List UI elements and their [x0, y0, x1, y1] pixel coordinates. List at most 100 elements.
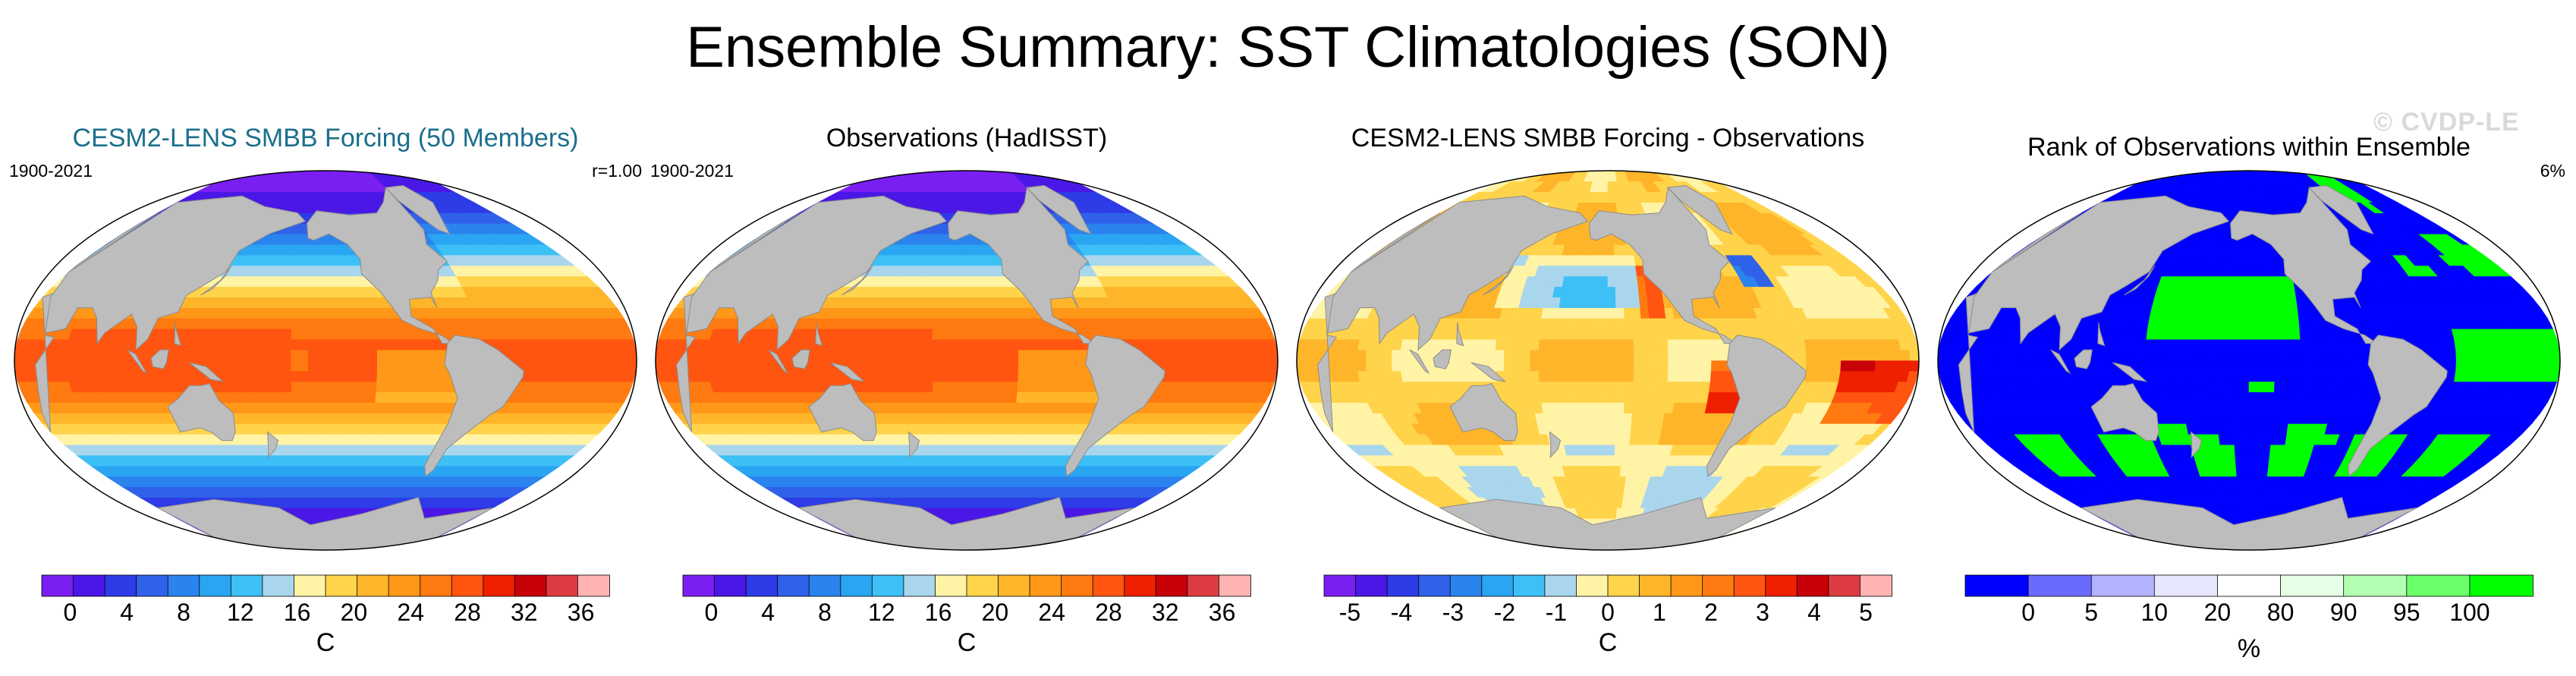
map-cell	[428, 360, 439, 372]
map-cell	[900, 307, 911, 319]
map-cell	[291, 391, 301, 403]
map-cell	[946, 465, 955, 477]
map-cell	[973, 433, 983, 445]
map-cell	[1259, 349, 1269, 361]
map-cell	[1068, 338, 1080, 351]
map-cell	[312, 244, 320, 256]
map-cell	[966, 329, 976, 340]
map-cell	[872, 329, 883, 340]
map-cell	[802, 338, 813, 351]
map-cell	[941, 318, 951, 329]
map-cell	[966, 265, 974, 277]
map-cell	[299, 360, 309, 372]
map-cell	[231, 329, 242, 340]
map-cell	[1181, 349, 1192, 361]
map-cell	[941, 307, 951, 319]
map-cell	[898, 391, 909, 403]
map-cell	[966, 202, 972, 213]
map-cell	[264, 349, 275, 361]
map-cell	[627, 349, 637, 361]
map-cell	[958, 423, 967, 435]
map-cell	[733, 349, 743, 361]
map-cell	[299, 381, 310, 393]
map-cell	[341, 318, 351, 329]
map-cell	[317, 433, 326, 445]
map-cell	[966, 349, 976, 361]
map-cell	[1043, 370, 1053, 382]
map-cell	[936, 433, 945, 445]
map-cell	[1035, 360, 1045, 372]
map-cell	[333, 381, 343, 393]
map-cell	[325, 286, 334, 297]
map-cell	[357, 413, 366, 424]
map-cell	[811, 370, 822, 382]
map-cell	[862, 349, 873, 361]
map-cell	[917, 413, 928, 424]
map-cell	[308, 329, 318, 340]
map-cell	[308, 391, 318, 403]
map-cell	[974, 307, 984, 319]
map-cell	[333, 329, 343, 340]
map-cell	[943, 275, 953, 288]
map-cell	[259, 307, 269, 319]
map-cell	[991, 318, 1001, 329]
map-cell	[958, 318, 967, 329]
map-cell	[966, 318, 976, 329]
map-cell	[992, 349, 1002, 361]
map-cell	[932, 360, 942, 372]
map-cell	[871, 370, 882, 382]
map-cell	[118, 360, 128, 372]
map-cell	[940, 349, 950, 361]
map-cell	[1033, 318, 1043, 329]
map-cell	[1068, 370, 1080, 382]
map-cell	[333, 370, 344, 382]
map-cell	[973, 265, 982, 277]
map-cell	[880, 338, 890, 351]
map-cell	[282, 370, 292, 382]
map-cell	[204, 349, 214, 361]
map-cell	[698, 360, 709, 372]
map-cell	[532, 360, 543, 372]
map-cell	[239, 370, 249, 382]
map-cell	[950, 286, 960, 297]
map-cell	[900, 402, 911, 413]
map-cell	[385, 370, 395, 382]
map-cell	[135, 370, 146, 382]
map-cell	[1018, 360, 1028, 372]
map-cell	[316, 329, 326, 340]
map-cell	[291, 349, 300, 361]
map-cell	[348, 413, 359, 424]
map-cell	[828, 338, 839, 351]
map-cell	[299, 338, 309, 351]
map-cell	[914, 338, 924, 351]
map-cell	[294, 275, 304, 288]
map-cell	[300, 402, 310, 413]
map-cell	[222, 338, 232, 351]
map-cell	[332, 286, 342, 297]
map-cell	[282, 329, 292, 340]
map-cell	[863, 329, 874, 340]
map-cell	[828, 349, 838, 361]
map-cell	[983, 381, 993, 393]
map-cell	[889, 329, 900, 340]
map-cell	[1008, 318, 1018, 329]
map-cell	[161, 370, 172, 382]
map-cell	[214, 381, 225, 393]
map-cell	[170, 370, 181, 382]
map-cell	[949, 318, 959, 329]
map-cell	[385, 360, 395, 372]
map-cell	[1225, 360, 1235, 372]
map-cell	[937, 444, 947, 456]
map-cell	[906, 338, 916, 351]
map-cell	[1052, 338, 1062, 351]
map-cell	[601, 360, 612, 372]
map-cell	[127, 370, 138, 382]
map-cell	[960, 465, 967, 477]
colorbar-swatch	[41, 574, 74, 597]
map-cell	[316, 391, 326, 403]
map-cell	[846, 329, 857, 340]
map-cell	[975, 349, 985, 361]
map-cell	[966, 370, 976, 382]
map-cell	[273, 338, 283, 351]
map-cell	[256, 338, 266, 351]
